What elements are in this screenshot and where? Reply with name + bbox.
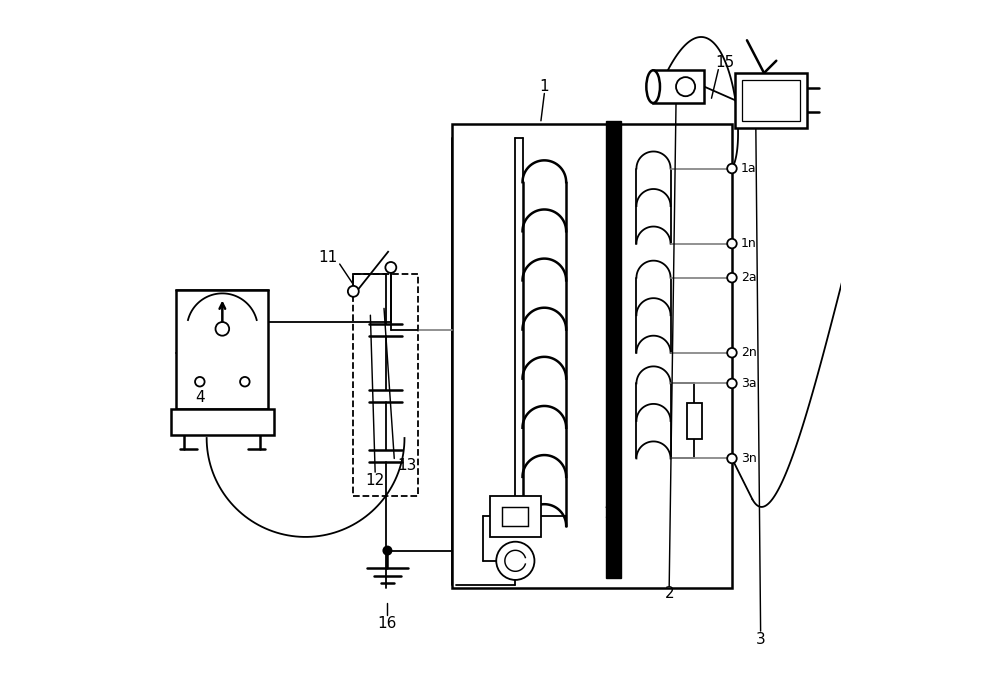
Text: 3a: 3a: [741, 377, 756, 390]
Circle shape: [496, 542, 534, 580]
Bar: [687, 403, 702, 438]
Text: 4: 4: [195, 390, 205, 405]
Bar: [353, 274, 418, 496]
Text: 2a: 2a: [741, 271, 756, 284]
Circle shape: [727, 164, 737, 173]
Circle shape: [727, 379, 737, 388]
Circle shape: [348, 286, 359, 297]
Bar: [176, 290, 268, 409]
Circle shape: [727, 273, 737, 282]
Text: 16: 16: [378, 616, 397, 631]
Text: 2n: 2n: [741, 346, 757, 359]
Circle shape: [727, 239, 737, 249]
Text: 1: 1: [540, 79, 549, 94]
Circle shape: [240, 377, 250, 386]
Bar: [452, 124, 732, 588]
Bar: [171, 409, 274, 435]
Text: 14: 14: [604, 506, 623, 521]
Text: 1n: 1n: [741, 237, 757, 250]
Text: 12: 12: [366, 473, 385, 488]
Bar: [653, 71, 704, 103]
Bar: [735, 73, 807, 127]
Text: 11: 11: [318, 250, 338, 264]
Ellipse shape: [646, 71, 660, 103]
Circle shape: [383, 547, 392, 555]
Circle shape: [216, 322, 229, 336]
Bar: [490, 496, 541, 537]
Bar: [502, 507, 528, 526]
Circle shape: [676, 77, 695, 96]
Circle shape: [385, 262, 396, 273]
Text: 13: 13: [397, 458, 416, 473]
Text: 15: 15: [716, 55, 735, 71]
Bar: [742, 80, 800, 121]
Bar: [606, 121, 621, 578]
Circle shape: [727, 453, 737, 463]
Text: 3n: 3n: [741, 452, 757, 465]
Text: 2: 2: [664, 586, 674, 601]
Circle shape: [195, 377, 205, 386]
Text: 1a: 1a: [741, 162, 756, 175]
Circle shape: [727, 348, 737, 358]
Text: 3: 3: [756, 632, 765, 647]
